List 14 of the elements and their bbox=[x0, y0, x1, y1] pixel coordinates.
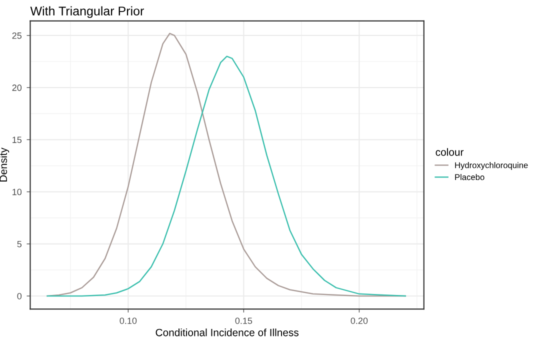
y-tick-label: 10 bbox=[12, 188, 22, 196]
chart-title: With Triangular Prior bbox=[30, 6, 144, 18]
legend-label: Placebo bbox=[455, 174, 484, 180]
y-tick-label: 25 bbox=[12, 32, 22, 39]
x-tick-label: 0.20 bbox=[350, 318, 368, 324]
y-tick-label: 20 bbox=[12, 84, 22, 91]
y-tick-label: 0 bbox=[17, 292, 22, 300]
x-tick-label: 0.10 bbox=[120, 318, 137, 324]
x-axis-title: Conditional Incidence of Illness bbox=[156, 328, 298, 336]
legend-label: Hydroxychloroquine bbox=[455, 162, 528, 170]
y-tick-label: 5 bbox=[17, 240, 22, 248]
y-tick-label: 15 bbox=[12, 136, 22, 144]
legend-title: colour bbox=[436, 148, 464, 156]
x-tick-label: 0.15 bbox=[235, 318, 252, 324]
